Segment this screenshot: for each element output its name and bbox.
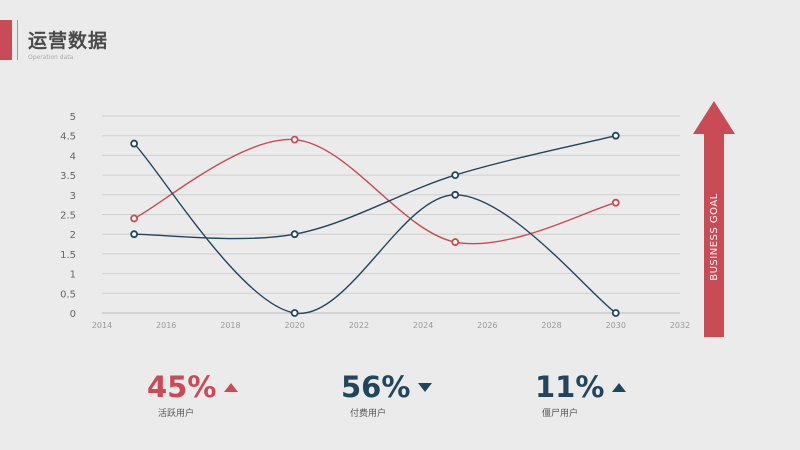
stat-zombie-users-value: 11% bbox=[535, 370, 605, 404]
x-tick-label: 2032 bbox=[670, 321, 690, 330]
stat-active-users: 45% bbox=[147, 370, 239, 404]
title-divider bbox=[17, 20, 18, 60]
x-tick-label: 2026 bbox=[477, 321, 497, 330]
series-point-2 bbox=[290, 309, 299, 317]
stat-paid-users-value: 56% bbox=[341, 370, 411, 404]
x-tick-label: 2022 bbox=[349, 321, 369, 330]
series-point-1 bbox=[130, 214, 139, 223]
page-title: 运营数据 bbox=[28, 30, 109, 52]
title-accent-bar bbox=[0, 20, 12, 60]
stat-active-users-label: 活跃用户 bbox=[158, 409, 195, 419]
y-tick-label: 2 bbox=[70, 230, 76, 241]
series-line-1 bbox=[133, 138, 616, 245]
series-point-1 bbox=[290, 135, 299, 144]
series-point-3 bbox=[290, 230, 299, 239]
y-tick-label: 4 bbox=[70, 151, 76, 162]
page-subtitle: Operation data bbox=[28, 54, 74, 61]
series-point-2 bbox=[130, 139, 139, 148]
y-axis-ticks: 0 0.5 1 1.5 2 2.5 3 3.5 4 4.5 5 bbox=[60, 112, 76, 320]
series-point-3 bbox=[611, 131, 620, 140]
x-tick-label: 2024 bbox=[413, 321, 433, 330]
x-tick-label: 2028 bbox=[541, 321, 561, 330]
y-tick-label: 1.5 bbox=[60, 250, 76, 261]
stat-paid-users-label: 付费用户 bbox=[350, 409, 387, 419]
stat-active-users-value: 45% bbox=[147, 370, 217, 404]
chart-series bbox=[130, 131, 620, 317]
trend-up-icon bbox=[612, 382, 627, 392]
series-point-3 bbox=[451, 171, 460, 180]
chart-gridlines bbox=[102, 115, 680, 314]
business-goal-arrow: BUSINESS GOAL bbox=[693, 101, 735, 337]
y-tick-label: 0 bbox=[70, 309, 76, 320]
y-tick-label: 1 bbox=[70, 270, 76, 281]
series-point-1 bbox=[611, 198, 620, 207]
series-point-1 bbox=[451, 238, 460, 246]
y-tick-label: 2.5 bbox=[60, 211, 76, 222]
business-goal-label: BUSINESS GOAL bbox=[709, 193, 720, 281]
y-tick-label: 3.5 bbox=[60, 171, 76, 182]
x-tick-label: 2020 bbox=[284, 321, 304, 330]
series-point-2 bbox=[611, 309, 620, 317]
y-tick-label: 3 bbox=[70, 191, 76, 202]
y-tick-label: 0.5 bbox=[60, 289, 76, 300]
trend-down-icon bbox=[418, 382, 433, 392]
x-tick-label: 2030 bbox=[606, 321, 626, 330]
stat-zombie-users: 11% bbox=[535, 370, 627, 404]
series-line-2 bbox=[133, 143, 617, 314]
stat-zombie-users-label: 僵尸用户 bbox=[542, 409, 579, 419]
x-tick-label: 2014 bbox=[92, 321, 112, 330]
stat-paid-users: 56% bbox=[341, 370, 433, 404]
x-tick-label: 2018 bbox=[220, 321, 240, 330]
series-point-2 bbox=[451, 190, 460, 199]
trend-up-icon bbox=[224, 382, 239, 392]
series-line-3 bbox=[134, 135, 616, 240]
y-tick-label: 4.5 bbox=[60, 132, 76, 143]
x-axis-ticks: 2014 2016 2018 2020 2022 2024 2026 2028 2030 2032 bbox=[92, 321, 690, 330]
x-tick-label: 2016 bbox=[156, 321, 176, 330]
series-point-3 bbox=[130, 230, 139, 239]
y-tick-label: 5 bbox=[70, 112, 76, 123]
